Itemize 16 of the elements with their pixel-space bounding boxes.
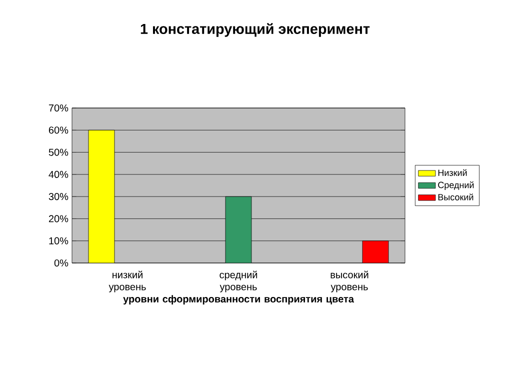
legend-label: Низкий <box>438 169 467 176</box>
y-tick-label: 60% <box>48 126 68 134</box>
y-tick-label: 70% <box>48 104 68 112</box>
x-tick-label: средний уровень <box>220 270 258 292</box>
y-tick-label: 10% <box>49 237 68 244</box>
x-axis-title: уровни сформированности восприятия цвета <box>123 295 354 304</box>
y-tick-label: 0% <box>54 259 68 267</box>
y-tick-label: 40% <box>48 170 68 178</box>
chart-title: 1 констатирующий эксперимент <box>140 23 370 37</box>
legend-label: Высокий <box>438 194 474 200</box>
y-tick-label: 50% <box>48 148 68 156</box>
y-tick-label: 30% <box>48 193 68 200</box>
legend-label: Средний <box>438 181 474 190</box>
x-tick-label: высокий уровень <box>330 270 368 292</box>
y-tick-label: 20% <box>48 215 68 222</box>
x-tick-label: низкий уровень <box>108 270 146 292</box>
